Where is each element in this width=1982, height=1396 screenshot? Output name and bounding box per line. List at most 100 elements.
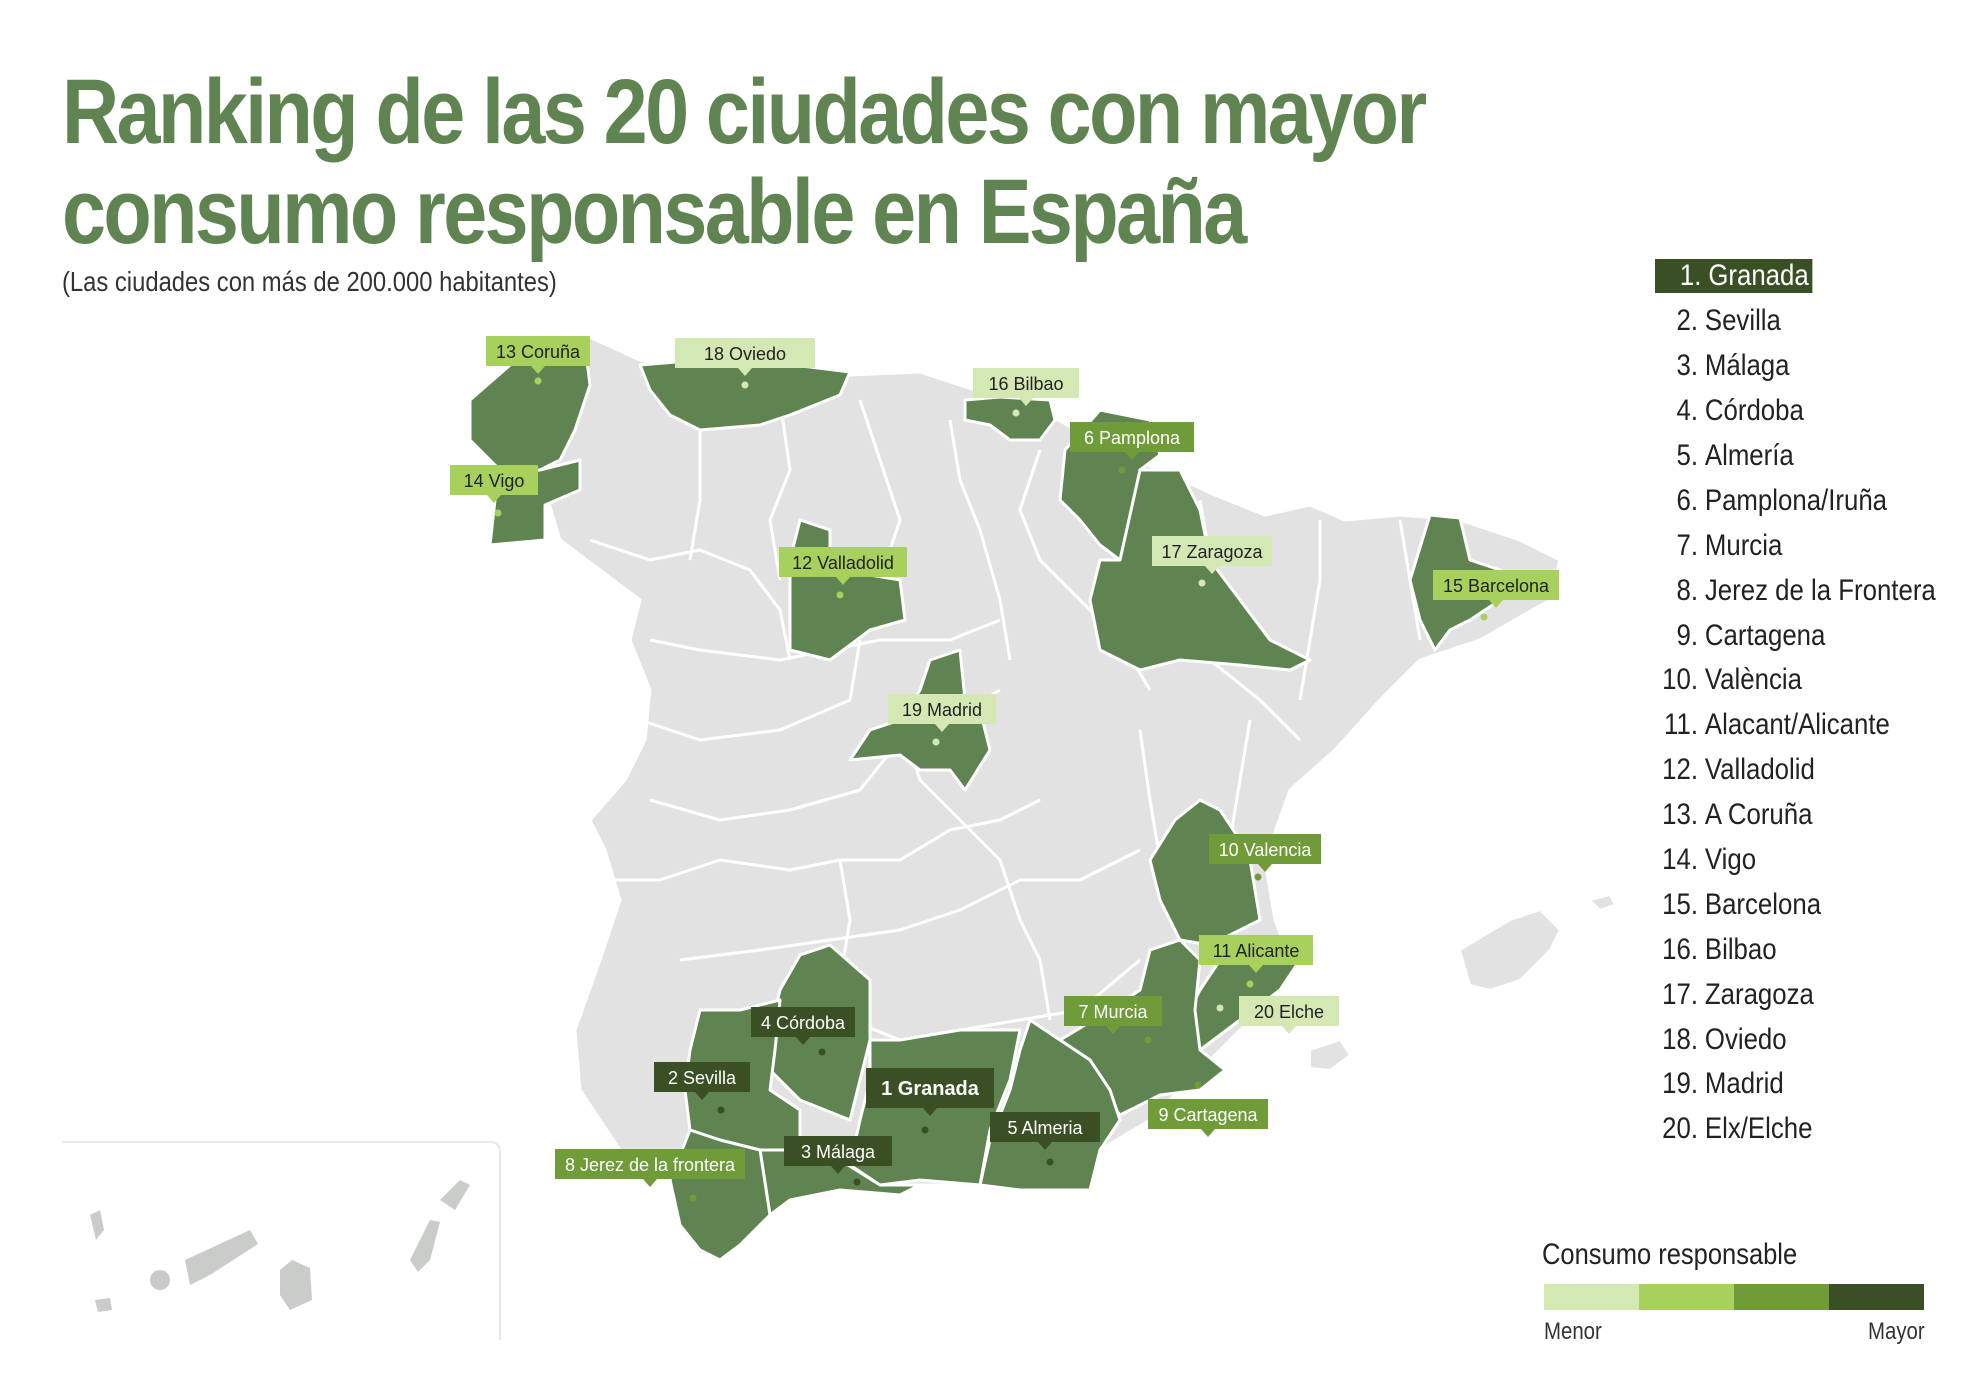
city-label-box bbox=[779, 547, 907, 577]
page-title: Ranking de las 20 ciudades con mayor con… bbox=[62, 61, 1427, 263]
city-label-text: 14 Vigo bbox=[464, 471, 525, 491]
city-label-text: 13 Coruña bbox=[496, 342, 581, 362]
city-label: 11 Alicante bbox=[1199, 935, 1313, 988]
ranking-city: Valladolid bbox=[1704, 753, 1815, 787]
ranking-number: 7. bbox=[1676, 528, 1698, 562]
city-label-text: 2 Sevilla bbox=[668, 1068, 737, 1088]
city-label-pointer bbox=[796, 1037, 810, 1045]
city-marker-dot bbox=[717, 1106, 725, 1114]
ranking-number: 14. bbox=[1662, 843, 1698, 877]
city-label: 10 Valencia bbox=[1209, 834, 1321, 881]
ranking-number: 19. bbox=[1662, 1067, 1698, 1101]
city-label-pointer bbox=[836, 577, 850, 585]
city-label-pointer bbox=[1125, 452, 1139, 460]
city-label-pointer bbox=[831, 1166, 845, 1174]
ranking-item: 3. Málaga bbox=[1655, 344, 1936, 389]
city-label-text: 16 Bilbao bbox=[988, 374, 1063, 394]
city-label-text: 7 Murcia bbox=[1078, 1002, 1148, 1022]
canary-islands bbox=[90, 1180, 470, 1312]
ranking-city: Oviedo bbox=[1704, 1022, 1787, 1056]
ranking-city: Almería bbox=[1704, 439, 1794, 472]
city-label-box bbox=[1064, 996, 1162, 1026]
ranking-number: 8. bbox=[1676, 573, 1698, 607]
ranking-item: 2. Sevilla bbox=[1655, 299, 1936, 344]
city-label-pointer bbox=[1201, 1129, 1215, 1137]
ranking-item: 18. Oviedo bbox=[1655, 1017, 1936, 1062]
city-label-text: 5 Almeria bbox=[1007, 1118, 1083, 1138]
city-label-text: 10 Valencia bbox=[1219, 840, 1313, 860]
province-almeria bbox=[978, 1018, 1122, 1192]
city-label-box bbox=[486, 336, 590, 366]
city-label: 9 Cartagena bbox=[1148, 1081, 1268, 1137]
city-marker-dot bbox=[818, 1048, 826, 1056]
city-label-box bbox=[450, 465, 538, 495]
city-label-pointer bbox=[1038, 1142, 1052, 1150]
city-label: 14 Vigo bbox=[450, 465, 538, 517]
ranking-item: 5. Almería bbox=[1655, 434, 1936, 479]
city-label-box bbox=[1199, 935, 1313, 965]
city-marker-dot bbox=[1194, 1081, 1202, 1089]
ranking-number: 15. bbox=[1662, 887, 1698, 921]
canary-inset-frame bbox=[62, 1141, 501, 1340]
city-label: 2 Sevilla bbox=[654, 1062, 750, 1114]
city-label-text: 19 Madrid bbox=[902, 700, 982, 720]
city-marker-dot bbox=[1198, 579, 1206, 587]
legend-swatch-4 bbox=[1829, 1284, 1924, 1310]
ranking-city: Madrid bbox=[1704, 1067, 1784, 1101]
city-marker-dot bbox=[494, 509, 502, 517]
ranking-number: 20. bbox=[1662, 1112, 1698, 1146]
city-label-pointer bbox=[1258, 864, 1272, 872]
ranking-item: 4. Córdoba bbox=[1655, 389, 1936, 434]
city-label-box bbox=[1433, 570, 1559, 600]
ranking-city: Córdoba bbox=[1704, 394, 1804, 428]
ranking-number: 17. bbox=[1662, 977, 1698, 1011]
ranking-number: 9. bbox=[1676, 618, 1698, 652]
city-label-box bbox=[555, 1149, 745, 1179]
city-label: 6 Pamplona bbox=[1070, 422, 1194, 474]
ranking-number: 5. bbox=[1676, 439, 1698, 472]
ranking-number: 4. bbox=[1676, 394, 1698, 428]
ranking-city: Cartagena bbox=[1704, 618, 1826, 652]
city-label-text: 1 Granada bbox=[881, 1078, 980, 1100]
city-label-pointer bbox=[1205, 566, 1219, 574]
ranking-item: 10. València bbox=[1655, 658, 1936, 703]
city-label: 19 Madrid bbox=[888, 694, 996, 746]
ranking-city: Elx/Elche bbox=[1704, 1112, 1813, 1146]
ranking-number: 13. bbox=[1662, 798, 1698, 832]
city-label-box bbox=[1070, 422, 1194, 452]
ranking-number: 3. bbox=[1676, 349, 1698, 383]
city-label: 13 Coruña bbox=[486, 336, 590, 385]
city-label-text: 6 Pamplona bbox=[1084, 428, 1181, 448]
ranking-item: 11. Alacant/Alicante bbox=[1655, 703, 1936, 748]
city-label-text: 18 Oviedo bbox=[704, 344, 786, 364]
city-marker-dot bbox=[1012, 409, 1020, 417]
city-label-pointer bbox=[695, 1092, 709, 1100]
city-label-pointer bbox=[1106, 1026, 1120, 1034]
ranking-city: Málaga bbox=[1704, 349, 1790, 383]
ranking-city: Pamplona/Iruña bbox=[1704, 483, 1888, 517]
ranking-item: 12. Valladolid bbox=[1655, 748, 1936, 793]
legend-min-label: Menor bbox=[1544, 1318, 1602, 1345]
ranking-item: 9. Cartagena bbox=[1655, 613, 1936, 658]
city-label: 18 Oviedo bbox=[675, 338, 815, 389]
city-label: 17 Zaragoza bbox=[1152, 536, 1272, 587]
legend-title: Consumo responsable bbox=[1542, 1238, 1798, 1271]
city-label-box bbox=[1152, 536, 1272, 566]
ranking-number: 10. bbox=[1662, 663, 1698, 697]
city-label-box bbox=[784, 1136, 892, 1166]
city-label-pointer bbox=[923, 1108, 937, 1116]
city-label-text: 9 Cartagena bbox=[1158, 1105, 1258, 1125]
city-label-pointer bbox=[1019, 398, 1033, 406]
ranking-item: 19. Madrid bbox=[1655, 1062, 1936, 1107]
city-marker-dot bbox=[1254, 873, 1262, 881]
city-label-pointer bbox=[643, 1179, 657, 1187]
ranking-city: A Coruña bbox=[1704, 798, 1813, 832]
city-label: 1 Granada bbox=[866, 1068, 994, 1134]
city-marker-dot bbox=[689, 1194, 697, 1202]
city-label: 20 Elche bbox=[1216, 996, 1339, 1034]
city-label-text: 20 Elche bbox=[1254, 1002, 1324, 1022]
ranking-item: 20. Elx/Elche bbox=[1655, 1107, 1936, 1152]
ranking-city: Zaragoza bbox=[1704, 977, 1814, 1011]
city-label-box bbox=[675, 338, 815, 368]
